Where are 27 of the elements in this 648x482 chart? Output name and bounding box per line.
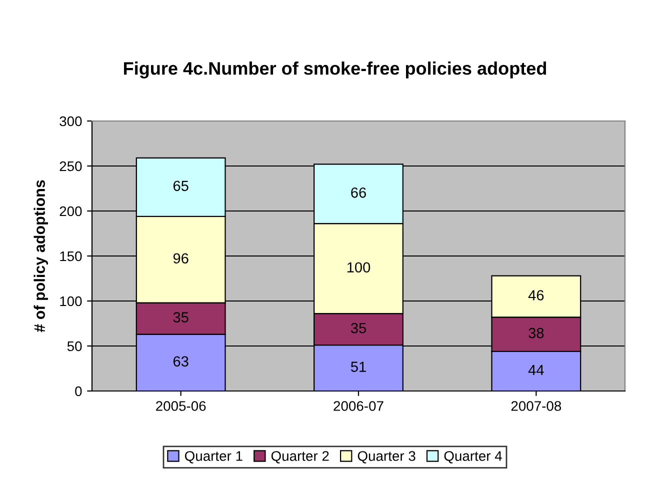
data-label: 96 xyxy=(173,253,188,264)
x-tick-label: 2005-06 xyxy=(156,401,206,411)
y-axis-title: # of policy adoptions xyxy=(34,180,48,332)
data-label: 63 xyxy=(173,356,188,367)
y-tick-label: 50 xyxy=(67,341,82,352)
data-label: 66 xyxy=(351,187,366,198)
x-tick-label: 2006-07 xyxy=(334,401,384,411)
data-label: 46 xyxy=(528,290,544,300)
data-label: 100 xyxy=(347,262,370,273)
data-label: 51 xyxy=(350,362,366,372)
data-label: 35 xyxy=(350,322,366,334)
data-label: 65 xyxy=(173,180,188,192)
data-label: 44 xyxy=(528,364,544,375)
y-tick-label: 300 xyxy=(60,116,82,126)
legend-label: Quarter 1 xyxy=(185,451,242,464)
y-tick-label: 200 xyxy=(60,206,82,216)
y-tick-label: 0 xyxy=(75,386,82,396)
x-tick-label: 2007-08 xyxy=(511,401,562,411)
y-tick-label: 150 xyxy=(60,251,82,262)
y-tick-label: 250 xyxy=(60,161,82,172)
chart-title: Figure 4c.Number of smoke-free policies adopted xyxy=(124,62,546,78)
legend-label: Quarter 2 xyxy=(271,451,329,464)
legend-label: Quarter 3 xyxy=(358,451,416,464)
data-label: 38 xyxy=(528,328,544,338)
y-tick-label: 100 xyxy=(60,296,82,306)
data-label: 35 xyxy=(173,312,188,322)
legend-label: Quarter 4 xyxy=(444,451,502,464)
